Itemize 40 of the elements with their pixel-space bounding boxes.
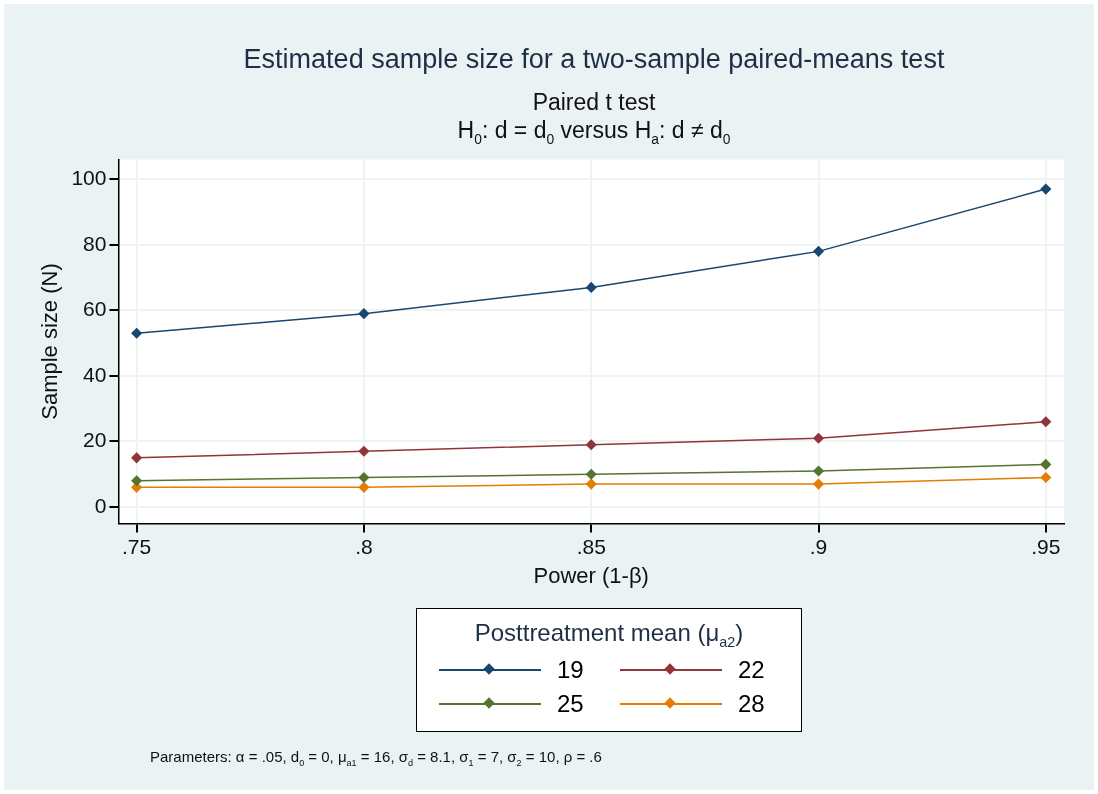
y-axis-title: Sample size (N) [37, 263, 63, 420]
x-tick-label: .85 [576, 534, 606, 558]
x-tick-label: .8 [355, 534, 373, 558]
point [813, 478, 824, 490]
x-axis-title: Power (1-β) [533, 562, 649, 588]
text: Parameters: α = .05, d$_{0}$ = 0, μ$_{a1}$ = 16, σ$_{d}$ = 8.1, σ$_{1}$ = 7, σ$_{2}$ = 10, ρ = .6 [150, 748, 602, 768]
text: Paired t test H$_{0}$: d = d$_{0}$ versus H$_{a}$: d ≠ d$_{0}$ [457, 89, 731, 147]
point [358, 472, 370, 483]
point [131, 452, 142, 464]
y-tick-label: 60 [83, 297, 107, 321]
point [585, 468, 597, 480]
y-tick-label: 100 [71, 166, 107, 190]
y-tick-label: 40 [83, 362, 107, 386]
point [813, 246, 824, 257]
y-tick-label: 80 [83, 231, 107, 255]
point [358, 446, 370, 457]
point [131, 328, 142, 339]
point [585, 478, 597, 490]
x-tick-label: .9 [809, 534, 828, 558]
x-tick-label: .75 [122, 534, 152, 558]
x-tick-label: .95 [1031, 534, 1061, 558]
y-tick-label: 20 [83, 428, 107, 452]
point [1040, 472, 1052, 483]
point [131, 475, 142, 487]
y-tick-label: 0 [94, 493, 107, 517]
point [1040, 416, 1052, 428]
legend-title: Posttreatment mean (μ$_{a2}$) [473, 619, 745, 650]
point [585, 439, 597, 450]
point [1040, 459, 1052, 470]
point [358, 308, 370, 319]
point [1040, 183, 1052, 195]
point [813, 432, 824, 444]
legend-label: 25 [557, 689, 584, 718]
legend-label: 28 [738, 689, 765, 718]
chart-title: Estimated sample size for a two-sample paired-means test [242, 44, 946, 75]
point [585, 282, 597, 293]
point [813, 465, 824, 477]
point [358, 482, 370, 493]
legend-label: 22 [738, 655, 765, 684]
legend-label: 19 [557, 655, 584, 684]
